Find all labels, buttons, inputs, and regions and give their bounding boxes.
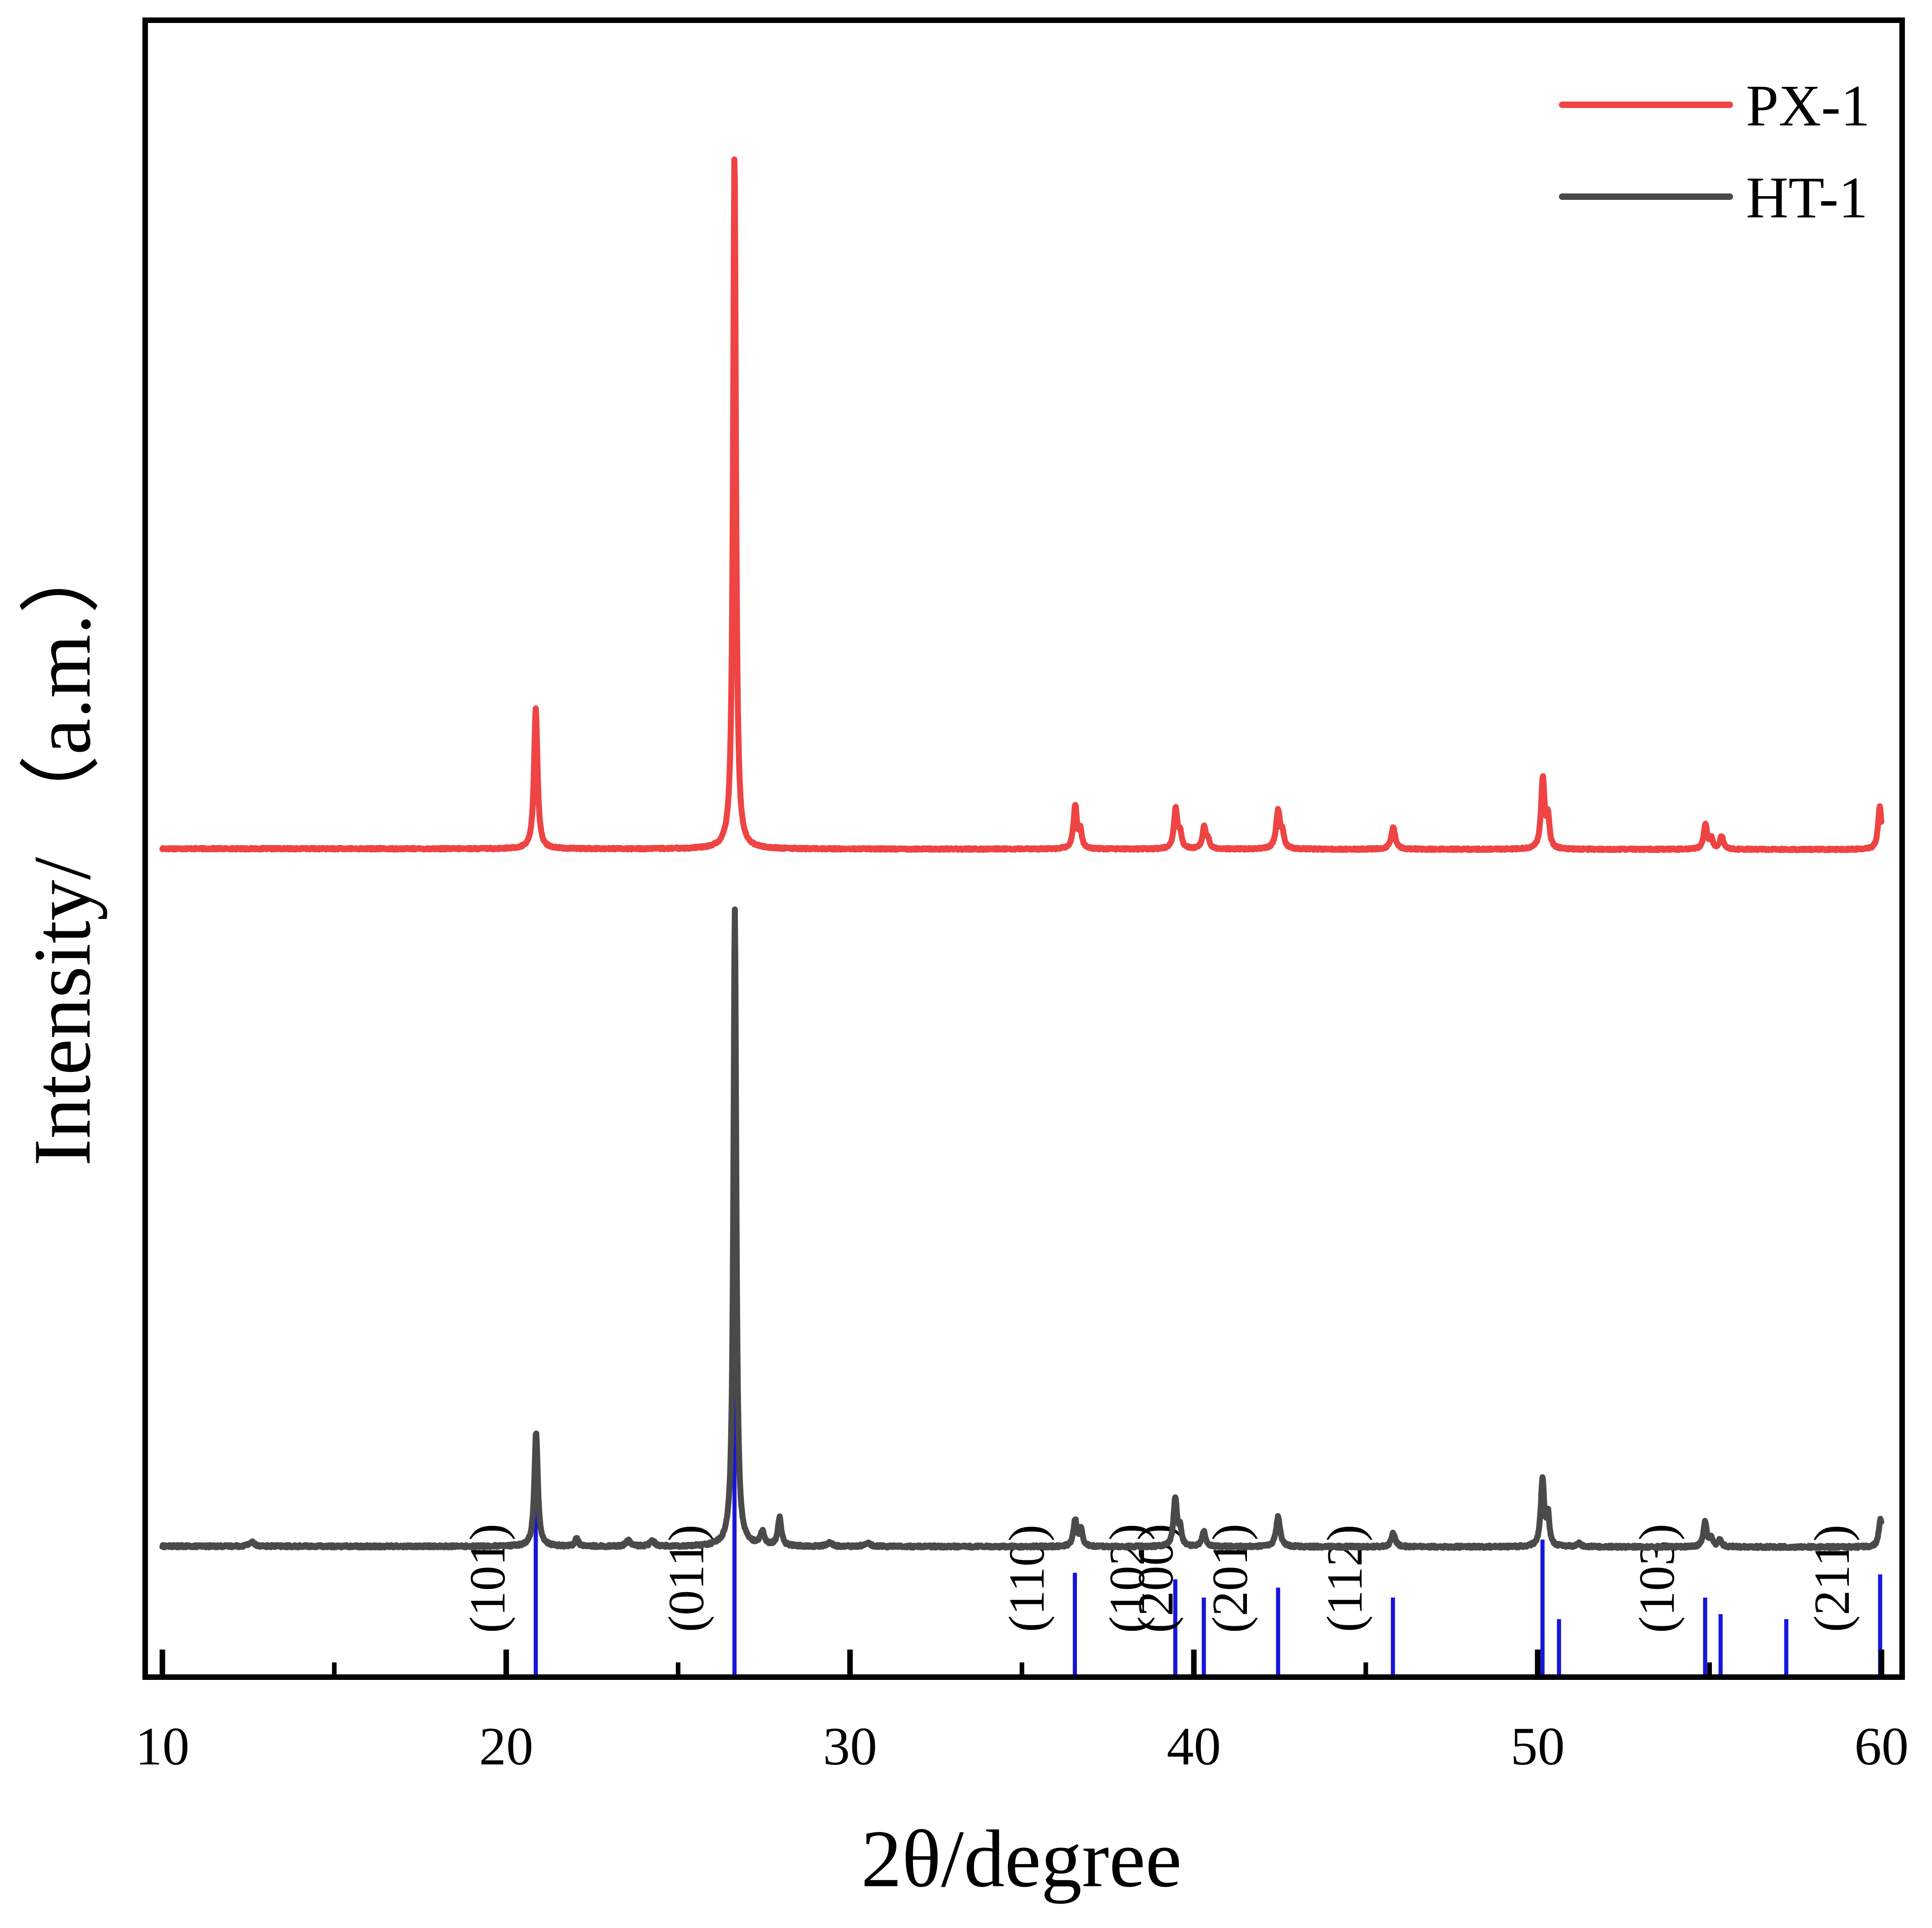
legend-label-px-1: PX-1 (1746, 73, 1870, 138)
xrd-chart: (101) (011) (110) (102) (200) (201) (112) (103)… (0, 0, 1932, 1926)
hkl-label: (101) (459, 1524, 516, 1633)
y-axis-title: Intensity/ （a.m.） (17, 532, 108, 1166)
chart-svg: (101) (011) (110) (102)(200) (201) (112) (103)… (0, 0, 1932, 1926)
hkl-label: (103) (1629, 1524, 1685, 1633)
hkl-label: (200) (1127, 1524, 1184, 1633)
x-tick-label: 50 (1511, 1716, 1565, 1776)
x-axis-title: 2θ/degree (861, 1813, 1182, 1904)
hkl-label: (211) (1804, 1525, 1860, 1632)
x-tick-label: 10 (135, 1716, 189, 1776)
x-tick-label: 40 (1167, 1716, 1221, 1776)
x-tick-label: 30 (823, 1716, 877, 1776)
hkl-label: (112) (1317, 1525, 1373, 1632)
hkl-label: (110) (999, 1525, 1055, 1632)
x-tick-label: 60 (1854, 1716, 1909, 1776)
hkl-label: (201) (1202, 1524, 1258, 1633)
x-tick-label: 20 (479, 1716, 533, 1776)
legend-label-ht-1: HT-1 (1746, 165, 1868, 230)
